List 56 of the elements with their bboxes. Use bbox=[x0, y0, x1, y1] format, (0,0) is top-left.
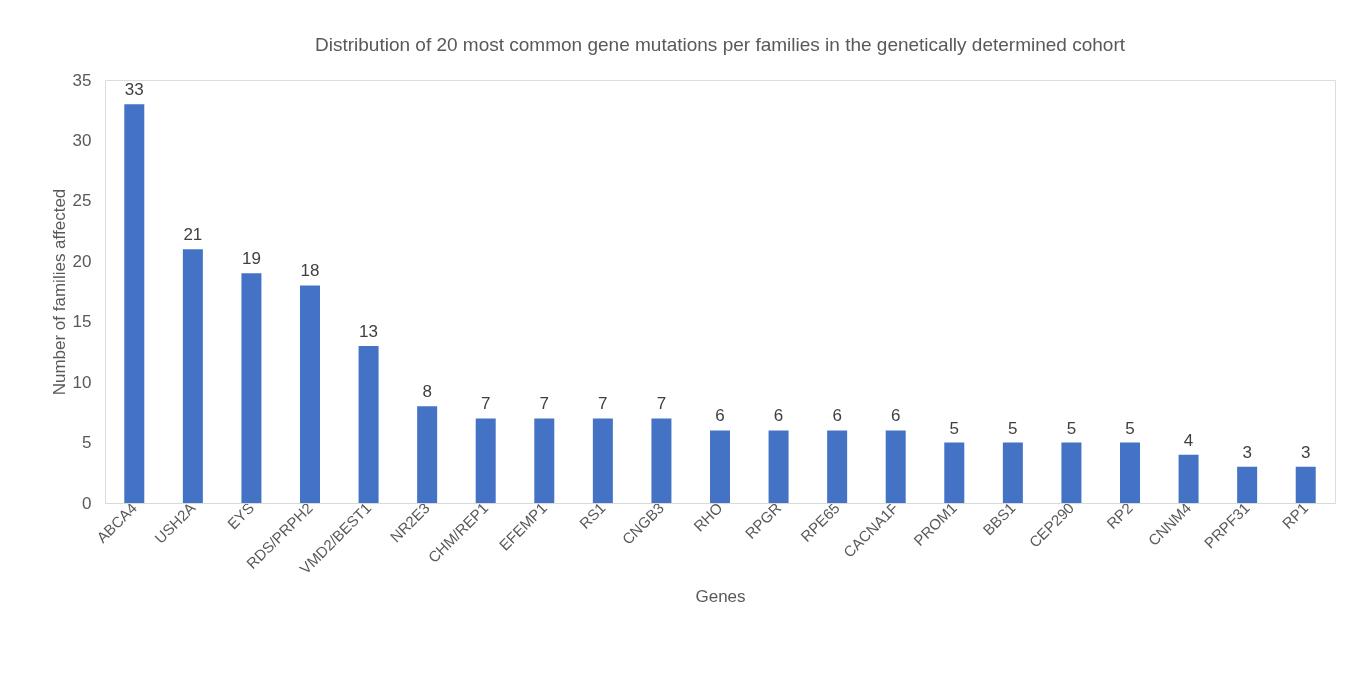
data-label: 5 bbox=[1066, 418, 1077, 438]
y-tick-label: 25 bbox=[72, 191, 92, 211]
bar bbox=[827, 430, 848, 503]
bar bbox=[592, 418, 613, 503]
x-tick-label: RP2 bbox=[1103, 499, 1136, 532]
bar bbox=[475, 418, 496, 503]
data-label: 18 bbox=[300, 261, 320, 281]
bar bbox=[417, 406, 438, 503]
data-label: 33 bbox=[124, 80, 144, 100]
data-label: 7 bbox=[480, 394, 491, 414]
y-tick-label: 15 bbox=[72, 312, 92, 332]
bar bbox=[1178, 454, 1199, 503]
data-label: 5 bbox=[1008, 418, 1018, 438]
data-label: 6 bbox=[890, 406, 901, 426]
data-label: 21 bbox=[183, 225, 203, 245]
data-label: 3 bbox=[1242, 442, 1252, 462]
bar bbox=[300, 285, 320, 503]
y-tick-label: 20 bbox=[72, 251, 92, 271]
bar bbox=[710, 430, 730, 503]
bar bbox=[1002, 442, 1023, 503]
bar bbox=[885, 430, 906, 503]
bar bbox=[124, 104, 145, 503]
bar bbox=[944, 442, 965, 503]
data-label: 19 bbox=[241, 249, 261, 269]
y-tick-label: 0 bbox=[82, 493, 92, 513]
bar bbox=[651, 418, 672, 503]
bar bbox=[1120, 442, 1140, 503]
bar bbox=[1237, 466, 1258, 503]
y-tick-label: 5 bbox=[82, 433, 92, 453]
bar bbox=[1061, 442, 1082, 503]
bar bbox=[182, 249, 203, 503]
data-label: 6 bbox=[715, 406, 725, 426]
data-label: 3 bbox=[1300, 442, 1311, 462]
chart-title: Distribution of 20 most common gene mutations per families in the genetically determined cohort bbox=[314, 34, 1126, 55]
bar bbox=[358, 345, 379, 503]
y-axis-title: Number of families affected bbox=[49, 188, 69, 396]
x-tick-label: RS1 bbox=[575, 499, 609, 532]
data-label: 8 bbox=[422, 382, 432, 402]
data-label: 4 bbox=[1183, 430, 1194, 450]
bar bbox=[768, 430, 789, 503]
y-tick-label: 35 bbox=[72, 70, 92, 90]
data-label: 6 bbox=[832, 406, 842, 426]
x-axis-title: Genes bbox=[695, 587, 746, 607]
y-tick-label: 10 bbox=[72, 372, 92, 392]
bar bbox=[241, 273, 262, 503]
data-label: 7 bbox=[539, 394, 550, 414]
bar bbox=[1295, 466, 1316, 503]
data-label: 6 bbox=[773, 406, 784, 426]
bar bbox=[534, 418, 555, 503]
data-label: 13 bbox=[359, 321, 379, 341]
data-label: 5 bbox=[1125, 418, 1135, 438]
data-label: 7 bbox=[598, 394, 608, 414]
data-label: 5 bbox=[949, 418, 960, 438]
x-tick-label: RP1 bbox=[1278, 499, 1312, 532]
data-label: 7 bbox=[656, 394, 667, 414]
y-tick-label: 30 bbox=[72, 130, 92, 150]
